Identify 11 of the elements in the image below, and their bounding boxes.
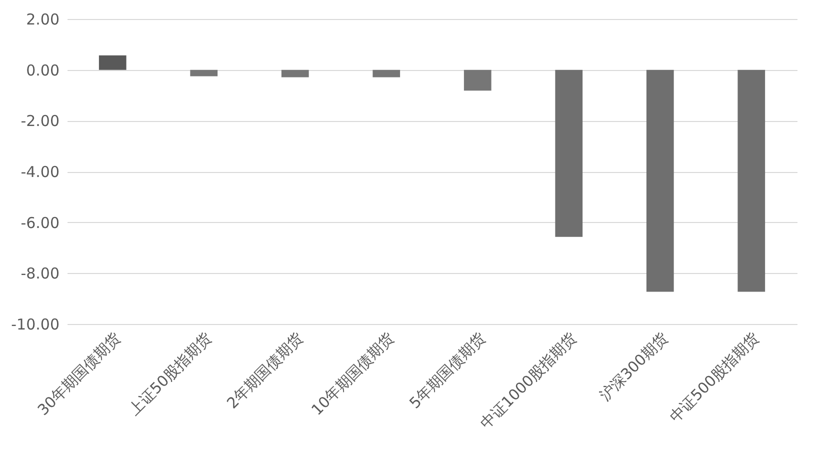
y-tick-label: -2.00: [20, 112, 60, 130]
x-tick-label: 沪深300期货: [596, 329, 672, 404]
x-tick-label: 10年期国债期货: [308, 329, 398, 419]
y-tick-label: 0.00: [26, 61, 60, 80]
y-tick-label: -8.00: [20, 264, 60, 283]
x-tick-label: 2年期国债期货: [223, 329, 306, 412]
x-tick-label: 上证50股指期货: [125, 329, 216, 419]
y-tick-label: 2.00: [26, 10, 60, 28]
y-tick-label: -6.00: [20, 214, 60, 232]
x-tick-label: 5年期国债期货: [406, 329, 489, 412]
y-tick-label: -4.00: [20, 163, 60, 181]
